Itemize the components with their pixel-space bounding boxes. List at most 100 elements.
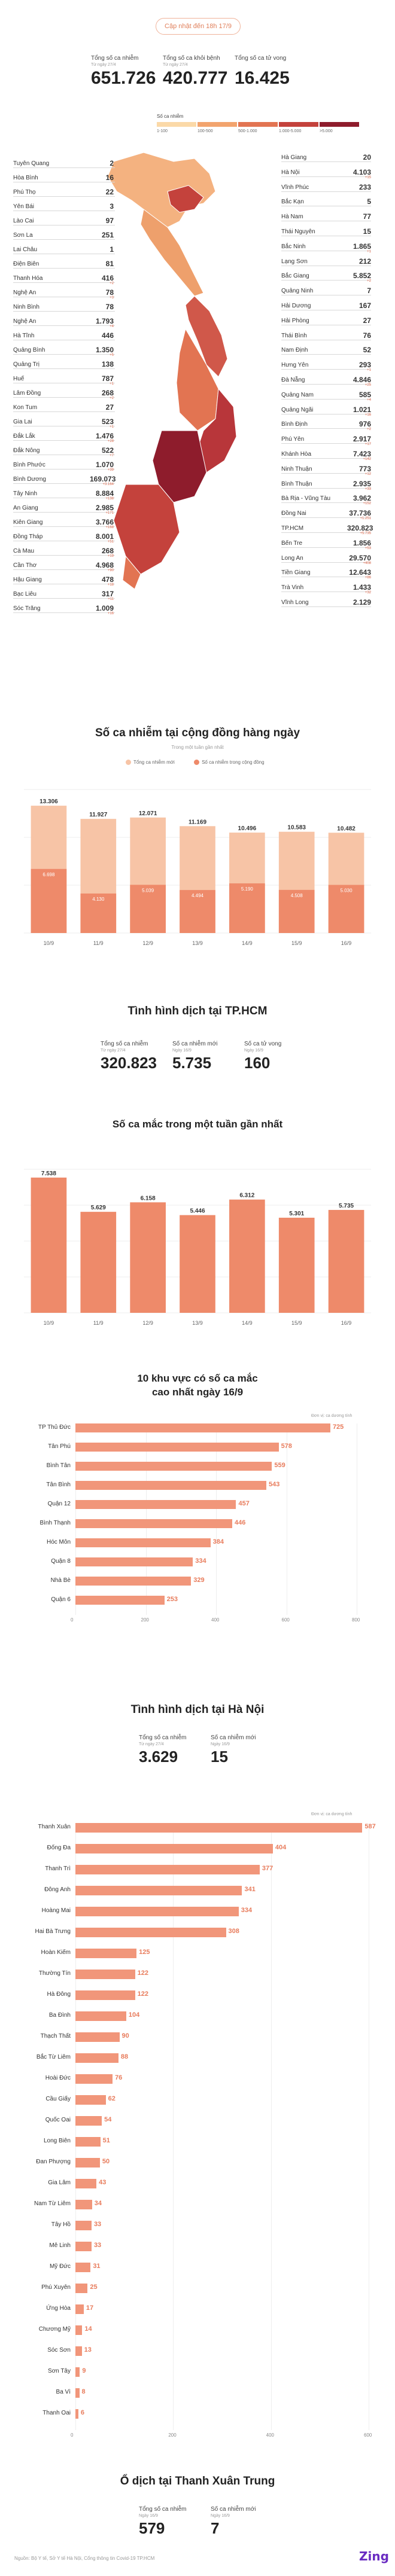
- province-leader-line: [13, 368, 115, 369]
- category-label: TP Thủ Đức: [38, 1424, 71, 1431]
- province-value: 1.009: [95, 604, 114, 612]
- source-note: Nguồn: Bộ Y tế, Sở Y tế Hà Nội, Cổng thô…: [14, 2556, 155, 2561]
- category-label: Hoàn Kiếm: [41, 1949, 71, 1956]
- hbar-value: 334: [195, 1557, 206, 1565]
- hanoi-title: Tình hình dịch tại Hà Nội: [130, 1703, 265, 1716]
- bar-value-label: 5.629: [91, 1205, 106, 1211]
- hbar: [75, 1990, 135, 2000]
- zing-logo[interactable]: Zing: [359, 2549, 389, 2563]
- category-label: Đan Phượng: [36, 2159, 71, 2165]
- province-name: Nam Định: [281, 347, 308, 354]
- hbar: [75, 1865, 260, 1874]
- category-label: Long Biên: [43, 2138, 71, 2144]
- province-value: 1: [110, 245, 114, 254]
- hbar: [75, 2137, 101, 2147]
- map-southeast: [152, 430, 207, 503]
- province-leader-line: [281, 443, 371, 444]
- x-tick-label: 11/9: [93, 940, 104, 946]
- province-name: Lai Châu: [13, 246, 38, 253]
- legend-tick-1: 100-500: [198, 129, 213, 133]
- province-value: 2.917: [353, 435, 371, 444]
- map-legend-title: Số ca nhiễm: [157, 114, 184, 119]
- province-leader-line: [13, 512, 115, 513]
- hbar: [75, 2263, 91, 2272]
- legend-total-swatch: [126, 760, 131, 766]
- hanoi-stat-sub-0: Từ ngày 27/4: [139, 1742, 164, 1746]
- category-label: Bình Thạnh: [40, 1520, 71, 1526]
- province-value: 320.823: [347, 524, 373, 532]
- hcm-stat-label-0: Tổng số ca nhiễm: [101, 1041, 148, 1047]
- province-name: Cần Thơ: [13, 562, 37, 569]
- province-leader-line: [13, 239, 115, 240]
- legend-tick-0: 1-100: [157, 129, 168, 133]
- province-value: 3.766: [95, 518, 114, 526]
- hbar-value: 578: [281, 1443, 292, 1450]
- bar-hcm-daily: [229, 1199, 265, 1313]
- hcm-district-title-2: cao nhất ngày 16/9: [151, 1386, 244, 1398]
- hbar: [75, 1538, 211, 1547]
- category-label: Thạch Thất: [40, 2033, 71, 2040]
- x-tick-label: 10/9: [44, 940, 54, 946]
- grid-line: [75, 1823, 76, 2430]
- province-value: 251: [101, 231, 114, 239]
- x-tick-label: 13/9: [192, 940, 203, 946]
- province-name: Bắc Ninh: [281, 243, 306, 250]
- province-leader-line: [13, 569, 115, 570]
- bar-community-label: 5.039: [142, 888, 154, 893]
- bar-community-label: 5.190: [241, 886, 254, 892]
- province-name: Hòa Bình: [13, 175, 38, 181]
- province-leader-line: [281, 606, 371, 607]
- category-label: Thường Tín: [38, 1970, 71, 1977]
- province-value: 2.935: [353, 479, 371, 488]
- hbar-value: 125: [139, 1949, 150, 1956]
- province-value: 81: [105, 260, 114, 268]
- province-new-cases: +39: [107, 468, 114, 472]
- hcm-stat-value-0: 320.823: [101, 1054, 157, 1072]
- hbar: [75, 2200, 92, 2209]
- province-name: Yên Bái: [13, 203, 35, 210]
- province-new-cases: +171: [105, 511, 114, 515]
- thanhxuan-stat-sub-0: Ngày 16/9: [139, 2514, 158, 2518]
- province-value: 27: [105, 403, 114, 411]
- province-leader-line: [281, 502, 371, 504]
- bar-community: [328, 885, 364, 933]
- legend-tick-3: 1.000-5.000: [279, 129, 302, 133]
- hbar-value: 404: [275, 1844, 287, 1851]
- province-leader-line: [281, 532, 371, 533]
- province-new-cases: +33: [364, 487, 371, 491]
- province-new-cases: +12: [364, 472, 371, 476]
- bar-total-label: 11.927: [89, 812, 107, 818]
- province-leader-line: [281, 562, 371, 563]
- bar-community-label: 4.508: [291, 893, 303, 898]
- province-value: 293: [358, 361, 371, 370]
- header-stat-value-0: 651.726: [91, 68, 156, 88]
- province-value: 4.968: [95, 561, 114, 569]
- x-tick-label: 14/9: [242, 1320, 253, 1326]
- province-new-cases: +168: [105, 526, 114, 529]
- bar-total-label: 10.583: [287, 825, 306, 831]
- bar-community: [80, 893, 117, 933]
- map-mekong: [113, 484, 180, 575]
- province-new-cases: +2: [110, 282, 114, 285]
- hbar: [75, 2053, 118, 2063]
- grid-line: [173, 1823, 174, 2430]
- legend-community-label: Số ca nhiễm trong cộng đồng: [202, 760, 265, 765]
- thanhxuan-stat-value-1: 7: [211, 2519, 220, 2537]
- x-tick-label: 800: [352, 1617, 360, 1623]
- province-new-cases: +408: [363, 561, 371, 565]
- province-name: Huế: [13, 376, 25, 382]
- hbar-value: 122: [137, 1990, 148, 1998]
- x-tick-label: 11/9: [93, 1320, 104, 1326]
- hbar-value: 446: [235, 1519, 246, 1526]
- hbar: [75, 1949, 137, 1958]
- province-new-cases: +28: [107, 440, 114, 443]
- bar-hcm-daily: [130, 1202, 166, 1313]
- province-leader-line: [13, 196, 115, 197]
- category-label: Tây Hồ: [51, 2221, 71, 2228]
- province-name: Tây Ninh: [13, 490, 38, 497]
- legend-swatch-4: [320, 122, 359, 127]
- province-name: Thái Bình: [281, 332, 307, 339]
- province-value: 27: [363, 316, 371, 325]
- hbar-value: 9: [82, 2367, 86, 2374]
- province-value: 268: [101, 547, 114, 555]
